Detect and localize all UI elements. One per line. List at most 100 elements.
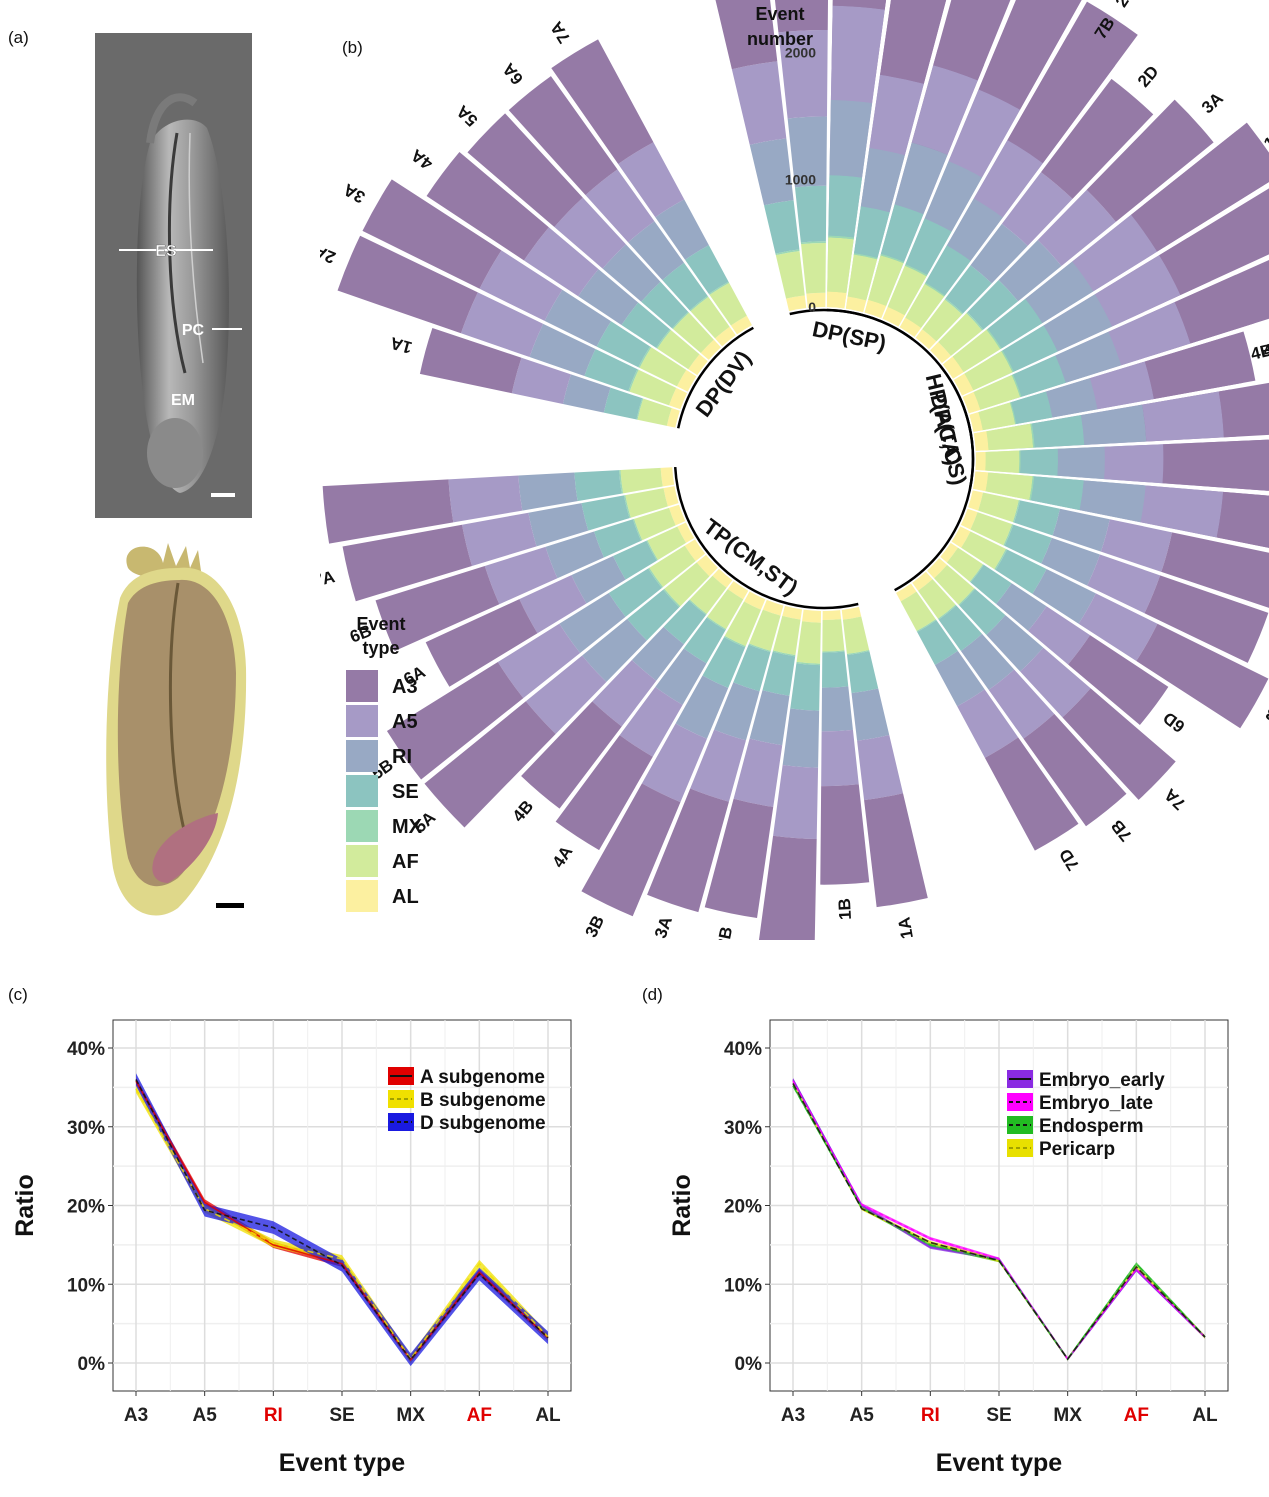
- bar-segment-al: [864, 299, 887, 319]
- bar-segment-al: [969, 412, 983, 432]
- bar-segment-ri: [631, 626, 684, 681]
- bar-label: 1A: [388, 333, 414, 357]
- bar-segment-se: [970, 564, 1012, 604]
- bar-segment-se: [1013, 355, 1066, 397]
- legend-swatch-mx: [346, 810, 378, 842]
- bar-segment-mx: [880, 253, 905, 264]
- bar-segment-a5: [830, 5, 885, 103]
- bar-segment-af: [801, 242, 826, 294]
- bar-segment-a3: [758, 835, 817, 940]
- scale-bar-3d: [216, 903, 244, 908]
- x-axis-title: Event type: [279, 1449, 406, 1477]
- legend-swatch-se: [346, 775, 378, 807]
- legend-label: A5: [392, 711, 418, 733]
- bar-segment-a3: [704, 798, 774, 919]
- bar-segment-a3: [1174, 259, 1269, 344]
- bar-segment-mx: [1009, 402, 1017, 425]
- bar-segment-ri: [602, 244, 661, 302]
- bar-segment-af: [842, 616, 870, 654]
- sem-micrograph: ES PC EM: [95, 33, 252, 518]
- group-arc: [939, 365, 975, 489]
- bar-segment-mx: [924, 282, 945, 297]
- bar-segment-mx: [944, 298, 964, 315]
- bar-segment-se: [967, 280, 1019, 330]
- bar-segment-af: [922, 299, 963, 342]
- bar-segment-al: [826, 291, 847, 309]
- bar-segment-ri: [749, 138, 794, 206]
- y-tick-label: 10%: [67, 1275, 105, 1296]
- bar-segment-al: [715, 326, 736, 347]
- bar-segment-a5: [462, 512, 537, 566]
- bar-segment-al: [786, 295, 807, 312]
- bar-segment-a5: [948, 89, 1020, 178]
- bar-segment-mx: [632, 518, 643, 541]
- bar-segment-se: [1004, 524, 1052, 564]
- bar-segment-mx: [772, 650, 796, 657]
- y-axis-title: Ratio: [11, 1174, 39, 1237]
- bar-segment-ri: [1043, 294, 1113, 352]
- bar-label: 6A: [499, 59, 527, 88]
- x-tick-label: MX: [396, 1405, 425, 1426]
- bar-segment-a5: [1087, 554, 1161, 614]
- bar-segment-a5: [511, 357, 571, 404]
- bar-segment-a3: [555, 735, 653, 851]
- bar-segment-al: [973, 471, 989, 492]
- bar-segment-al: [975, 451, 986, 471]
- bar-segment-a5: [1104, 444, 1164, 484]
- bar-segment-a5: [1142, 391, 1224, 442]
- bar-segment-ri: [559, 593, 626, 653]
- bar-segment-al: [744, 591, 766, 610]
- bar-segment-a3: [581, 783, 681, 917]
- bar-segment-a3: [1144, 575, 1269, 663]
- bar-segment-a5: [988, 669, 1055, 739]
- bar-label: 4B: [1249, 340, 1269, 364]
- x-tick-label: AF: [1124, 1405, 1149, 1426]
- series-line: [135, 1088, 549, 1361]
- bar-segment-af: [657, 330, 700, 370]
- bar-segment-af: [749, 609, 781, 651]
- bar-segment-ri: [970, 223, 1028, 284]
- bar-segment-ri: [655, 199, 709, 260]
- bar-segment-al: [660, 467, 675, 487]
- bar-segment-ri: [562, 374, 611, 413]
- bar-segment-se: [1031, 415, 1085, 448]
- bar-segment-a3: [864, 793, 928, 908]
- bar-label: 7A: [1160, 785, 1189, 814]
- legend-title: type: [362, 638, 399, 658]
- bar-segment-af: [634, 507, 676, 541]
- panel-b-label: (b): [342, 38, 363, 57]
- axis-title: Event: [755, 4, 804, 24]
- bar-segment-mx: [646, 540, 658, 561]
- bar-segment-ri: [946, 198, 1003, 261]
- bar-segment-mx: [724, 635, 746, 648]
- x-tick-label: A3: [124, 1405, 148, 1426]
- x-tick-label: AF: [467, 1405, 492, 1426]
- bar-segment-af: [639, 347, 687, 387]
- bar-segment-al: [666, 408, 680, 428]
- bar-segment-a3: [1086, 99, 1214, 222]
- bar-segment-mx: [1011, 374, 1022, 398]
- x-axis-title: Event type: [936, 1449, 1063, 1477]
- bar-segment-mx: [846, 650, 870, 656]
- bar-segment-se: [925, 245, 971, 296]
- x-tick-label: RI: [921, 1405, 940, 1426]
- bar-segment-ri: [934, 650, 985, 707]
- y-tick-label: 40%: [724, 1039, 762, 1060]
- bar-segment-mx: [904, 264, 928, 277]
- bar-label: 2B: [713, 925, 736, 940]
- bar-segment-mx: [853, 253, 878, 260]
- bar-segment-mx: [628, 369, 639, 392]
- bar-segment-se: [987, 298, 1043, 349]
- bar-segment-a5: [857, 735, 904, 801]
- bar-segment-mx: [1012, 500, 1021, 523]
- bar-segment-ri: [851, 688, 890, 741]
- bar-segment-a5: [778, 29, 828, 119]
- bar-label: 3A: [1198, 89, 1227, 118]
- bar-segment-a3: [984, 737, 1079, 851]
- bar-segment-a3: [1159, 188, 1269, 296]
- bar-segment-se: [685, 245, 729, 294]
- bar-segment-se: [663, 600, 707, 645]
- bar-segment-se: [945, 265, 992, 314]
- bar-segment-ri: [1057, 446, 1105, 480]
- bar-segment-a3: [880, 0, 947, 84]
